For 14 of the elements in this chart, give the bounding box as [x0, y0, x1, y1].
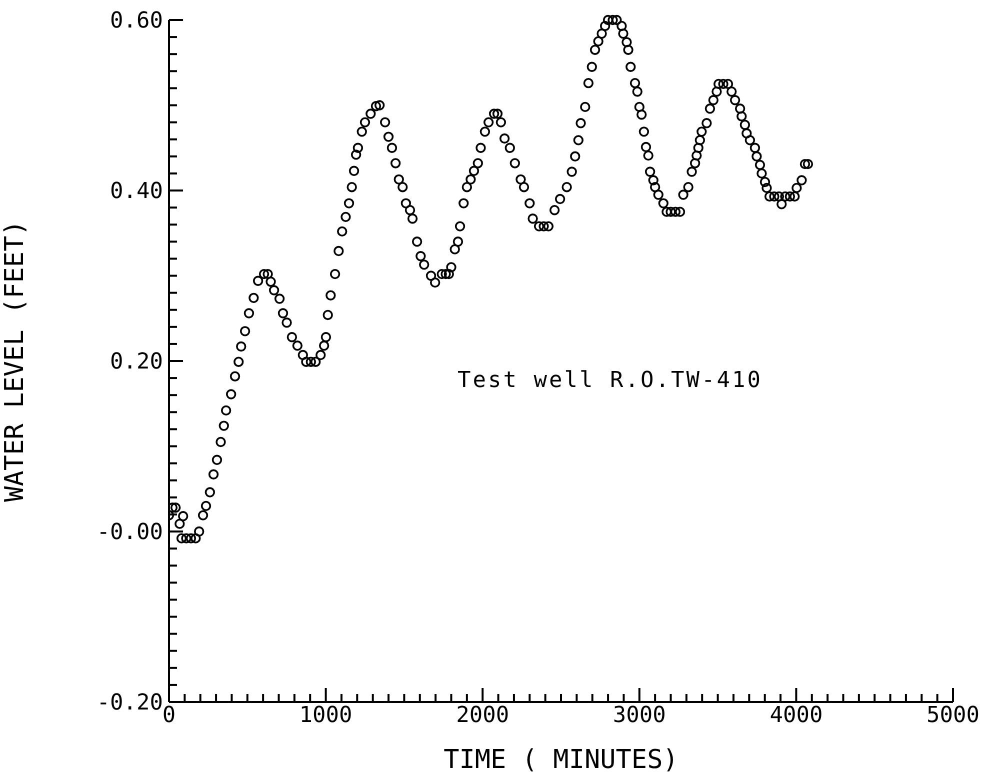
x-axis-title: TIME ( MINUTES) [444, 745, 678, 775]
x-tick-label: 0 [162, 703, 176, 728]
y-tick-label: 0.20 [110, 350, 163, 375]
x-tick-label: 1000 [299, 703, 352, 728]
x-tick-label: 5000 [926, 703, 980, 728]
y-tick-label: -0.20 [96, 690, 163, 716]
annotation: Test well R.O.TW-410 [456, 368, 764, 393]
y-tick-label: 0.60 [110, 8, 163, 34]
y-axis-title: WATER LEVEL (FEET) [0, 220, 30, 502]
x-tick-label: 2000 [456, 703, 510, 728]
y-tick-label: -0.00 [96, 520, 163, 546]
y-tick-label: 0.40 [110, 179, 163, 204]
x-tick-label: 3000 [612, 703, 666, 728]
x-tick-label: 4000 [770, 703, 823, 728]
